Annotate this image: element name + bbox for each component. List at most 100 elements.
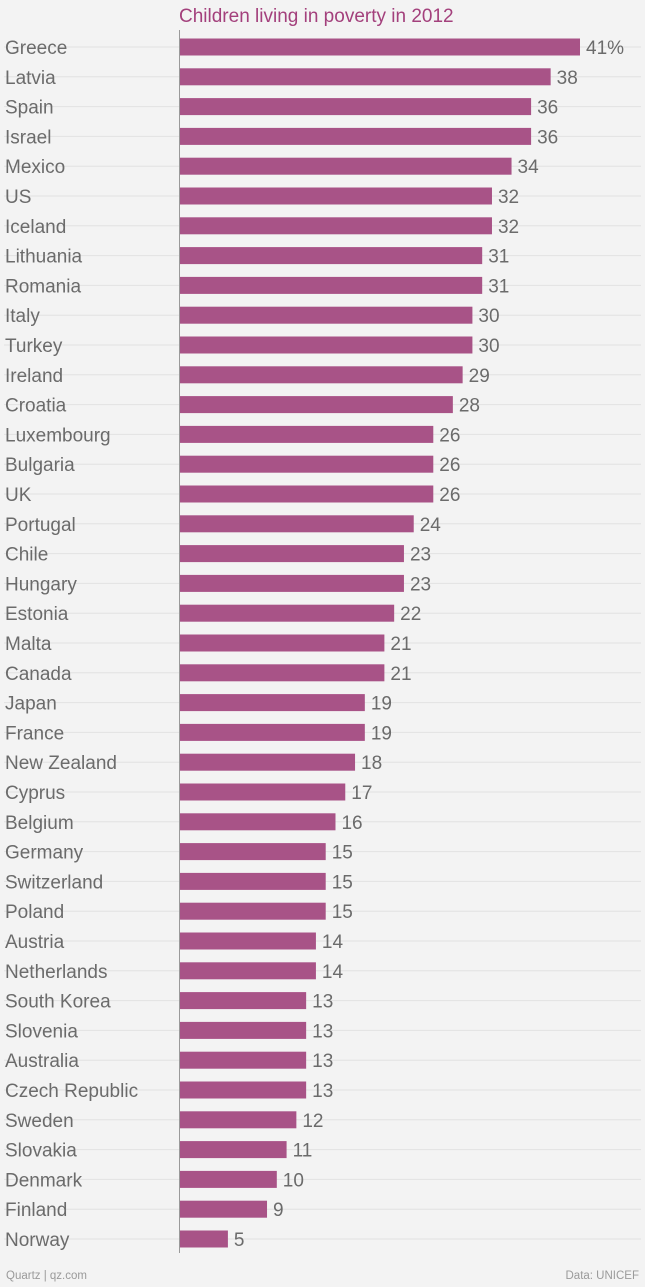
- value-label: 22: [400, 604, 421, 625]
- value-label: 26: [439, 425, 460, 446]
- value-label: 36: [537, 127, 558, 148]
- value-label: 5: [234, 1230, 245, 1251]
- bar: [179, 574, 404, 592]
- value-label: 31: [488, 276, 509, 297]
- bar: [179, 753, 356, 771]
- bar: [179, 1021, 307, 1039]
- bar: [179, 783, 346, 801]
- category-label: Denmark: [5, 1170, 83, 1191]
- value-label: 24: [420, 515, 442, 536]
- value-label: 21: [390, 664, 411, 685]
- category-label: Greece: [5, 38, 67, 59]
- category-label: Bulgaria: [5, 455, 75, 476]
- value-label: 34: [518, 157, 540, 178]
- value-label: 12: [302, 1111, 323, 1132]
- value-label: 38: [557, 68, 578, 89]
- value-label: 23: [410, 545, 431, 566]
- category-label: Norway: [5, 1230, 70, 1251]
- category-label: Israel: [5, 127, 51, 148]
- value-label: 28: [459, 396, 480, 417]
- category-label: Lithuania: [5, 247, 83, 268]
- bar: [179, 485, 434, 503]
- value-label: 30: [478, 306, 499, 327]
- bar: [179, 336, 473, 354]
- category-label: UK: [5, 485, 32, 506]
- bar: [179, 187, 492, 205]
- value-label: 14: [322, 962, 344, 983]
- value-label: 13: [312, 992, 333, 1013]
- value-label: 11: [293, 1141, 313, 1162]
- category-label: Portugal: [5, 515, 76, 536]
- category-label: Turkey: [5, 336, 63, 357]
- value-label: 13: [312, 1021, 333, 1042]
- bar: [179, 1230, 228, 1248]
- value-label: 32: [498, 187, 519, 208]
- category-label: Netherlands: [5, 962, 107, 983]
- category-label: Slovenia: [5, 1021, 78, 1042]
- category-label: New Zealand: [5, 753, 117, 774]
- category-label: Japan: [5, 694, 57, 715]
- value-label: 26: [439, 485, 460, 506]
- value-label: 41%: [586, 38, 624, 59]
- category-label: Australia: [5, 1051, 79, 1072]
- category-label: Belgium: [5, 813, 74, 834]
- value-label: 19: [371, 723, 392, 744]
- category-label: Czech Republic: [5, 1081, 138, 1102]
- category-label: Canada: [5, 664, 72, 685]
- value-label: 15: [332, 872, 353, 893]
- category-label: Spain: [5, 98, 54, 119]
- bar: [179, 843, 326, 861]
- bar: [179, 217, 492, 235]
- chart-title: Children living in poverty in 2012: [179, 6, 454, 27]
- bar: [179, 1051, 307, 1069]
- bar: [179, 127, 532, 145]
- bar: [179, 634, 385, 652]
- bar: [179, 813, 336, 831]
- bar: [179, 1170, 277, 1188]
- bar: [179, 1111, 297, 1129]
- bar: [179, 872, 326, 890]
- footer-source-right: Data: UNICEF: [565, 1270, 640, 1282]
- value-label: 10: [283, 1170, 304, 1191]
- bar: [179, 694, 365, 712]
- category-label: Poland: [5, 902, 64, 923]
- category-label: Luxembourg: [5, 425, 111, 446]
- value-label: 30: [478, 336, 499, 357]
- bar: [179, 366, 463, 384]
- category-label: Ireland: [5, 366, 63, 387]
- bar: [179, 425, 434, 443]
- category-label: Estonia: [5, 604, 69, 625]
- category-label: Sweden: [5, 1111, 74, 1132]
- category-label: France: [5, 723, 64, 744]
- value-label: 18: [361, 753, 382, 774]
- category-label: South Korea: [5, 992, 111, 1013]
- bar: [179, 902, 326, 920]
- bar: [179, 276, 483, 294]
- category-label: Latvia: [5, 68, 56, 89]
- value-label: 29: [469, 366, 490, 387]
- bar: [179, 992, 307, 1010]
- bar: [179, 1081, 307, 1099]
- bar: [179, 1200, 268, 1218]
- value-label: 23: [410, 574, 431, 595]
- bar: [179, 604, 395, 622]
- bar: [179, 932, 316, 950]
- bar: [179, 1141, 287, 1159]
- value-label: 21: [390, 634, 411, 655]
- category-label: US: [5, 187, 31, 208]
- category-label: Malta: [5, 634, 52, 655]
- value-label: 17: [351, 783, 372, 804]
- bar: [179, 723, 365, 741]
- category-label: Austria: [5, 932, 65, 953]
- category-label: Switzerland: [5, 872, 103, 893]
- value-label: 26: [439, 455, 460, 476]
- category-label: Italy: [5, 306, 40, 327]
- value-label: 16: [341, 813, 362, 834]
- category-label: Mexico: [5, 157, 65, 178]
- footer-source-left: Quartz | qz.com: [6, 1270, 87, 1282]
- value-label: 36: [537, 98, 558, 119]
- bar: [179, 157, 512, 175]
- bar: [179, 455, 434, 473]
- value-label: 15: [332, 902, 353, 923]
